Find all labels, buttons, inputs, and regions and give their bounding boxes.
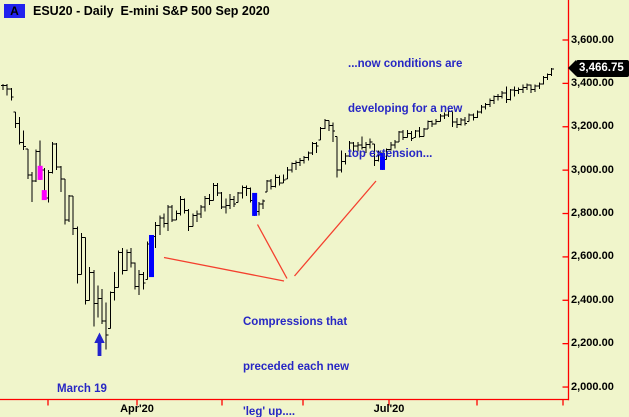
compression-sell-2 [41, 190, 47, 201]
pointer-line [163, 256, 285, 282]
month-tick-label: Jul'20 [373, 403, 405, 415]
price-tick-label: 2,000.00 [571, 380, 614, 393]
pointer-line [294, 180, 377, 277]
annotation-line: March 19 [57, 383, 107, 395]
annotation-march19-buy: March 19 edition 'Buy' [57, 352, 125, 417]
compression-buy-3 [380, 153, 385, 170]
price-tick-label: 2,200.00 [571, 337, 614, 350]
compression-sell-1 [37, 165, 43, 180]
annotation-top-extension: ...now conditions are developing for a n… [348, 27, 462, 192]
pointer-line [256, 224, 288, 279]
price-tick-label: 2,400.00 [571, 293, 614, 306]
annotation-line: Compressions that [243, 316, 348, 328]
buy-arrow-icon [94, 332, 105, 356]
annotation-compressions: Compressions that preceded each new 'leg… [243, 285, 349, 417]
price-tick-label: 2,600.00 [571, 250, 614, 263]
price-tick-label: 3,600.00 [571, 33, 614, 46]
annotation-line: developing for a new [348, 103, 463, 115]
last-price-label: 3,466.75 [568, 60, 629, 77]
price-tick-label: 3,000.00 [571, 163, 614, 176]
title-bar: A ESU20 - Daily E-mini S&P 500 Sep 2020 [4, 2, 270, 20]
window-title: ESU20 - Daily E-mini S&P 500 Sep 2020 [33, 4, 270, 18]
annotation-line: ...now conditions are [348, 58, 463, 70]
annotation-line: 'leg' up.... [243, 406, 296, 417]
compression-buy-1 [149, 234, 154, 278]
price-tick-label: 3,400.00 [571, 76, 614, 89]
annotation-line: top extension... [348, 148, 433, 160]
price-tick-label: 2,800.00 [571, 207, 614, 220]
price-tick-label: 3,200.00 [571, 120, 614, 133]
compression-buy-2 [252, 192, 258, 216]
annotation-line: preceded each new [243, 361, 350, 373]
app-icon: A [4, 4, 25, 18]
month-tick-label: Apr'20 [120, 403, 154, 415]
ohlc-bars[interactable] [0, 67, 554, 350]
